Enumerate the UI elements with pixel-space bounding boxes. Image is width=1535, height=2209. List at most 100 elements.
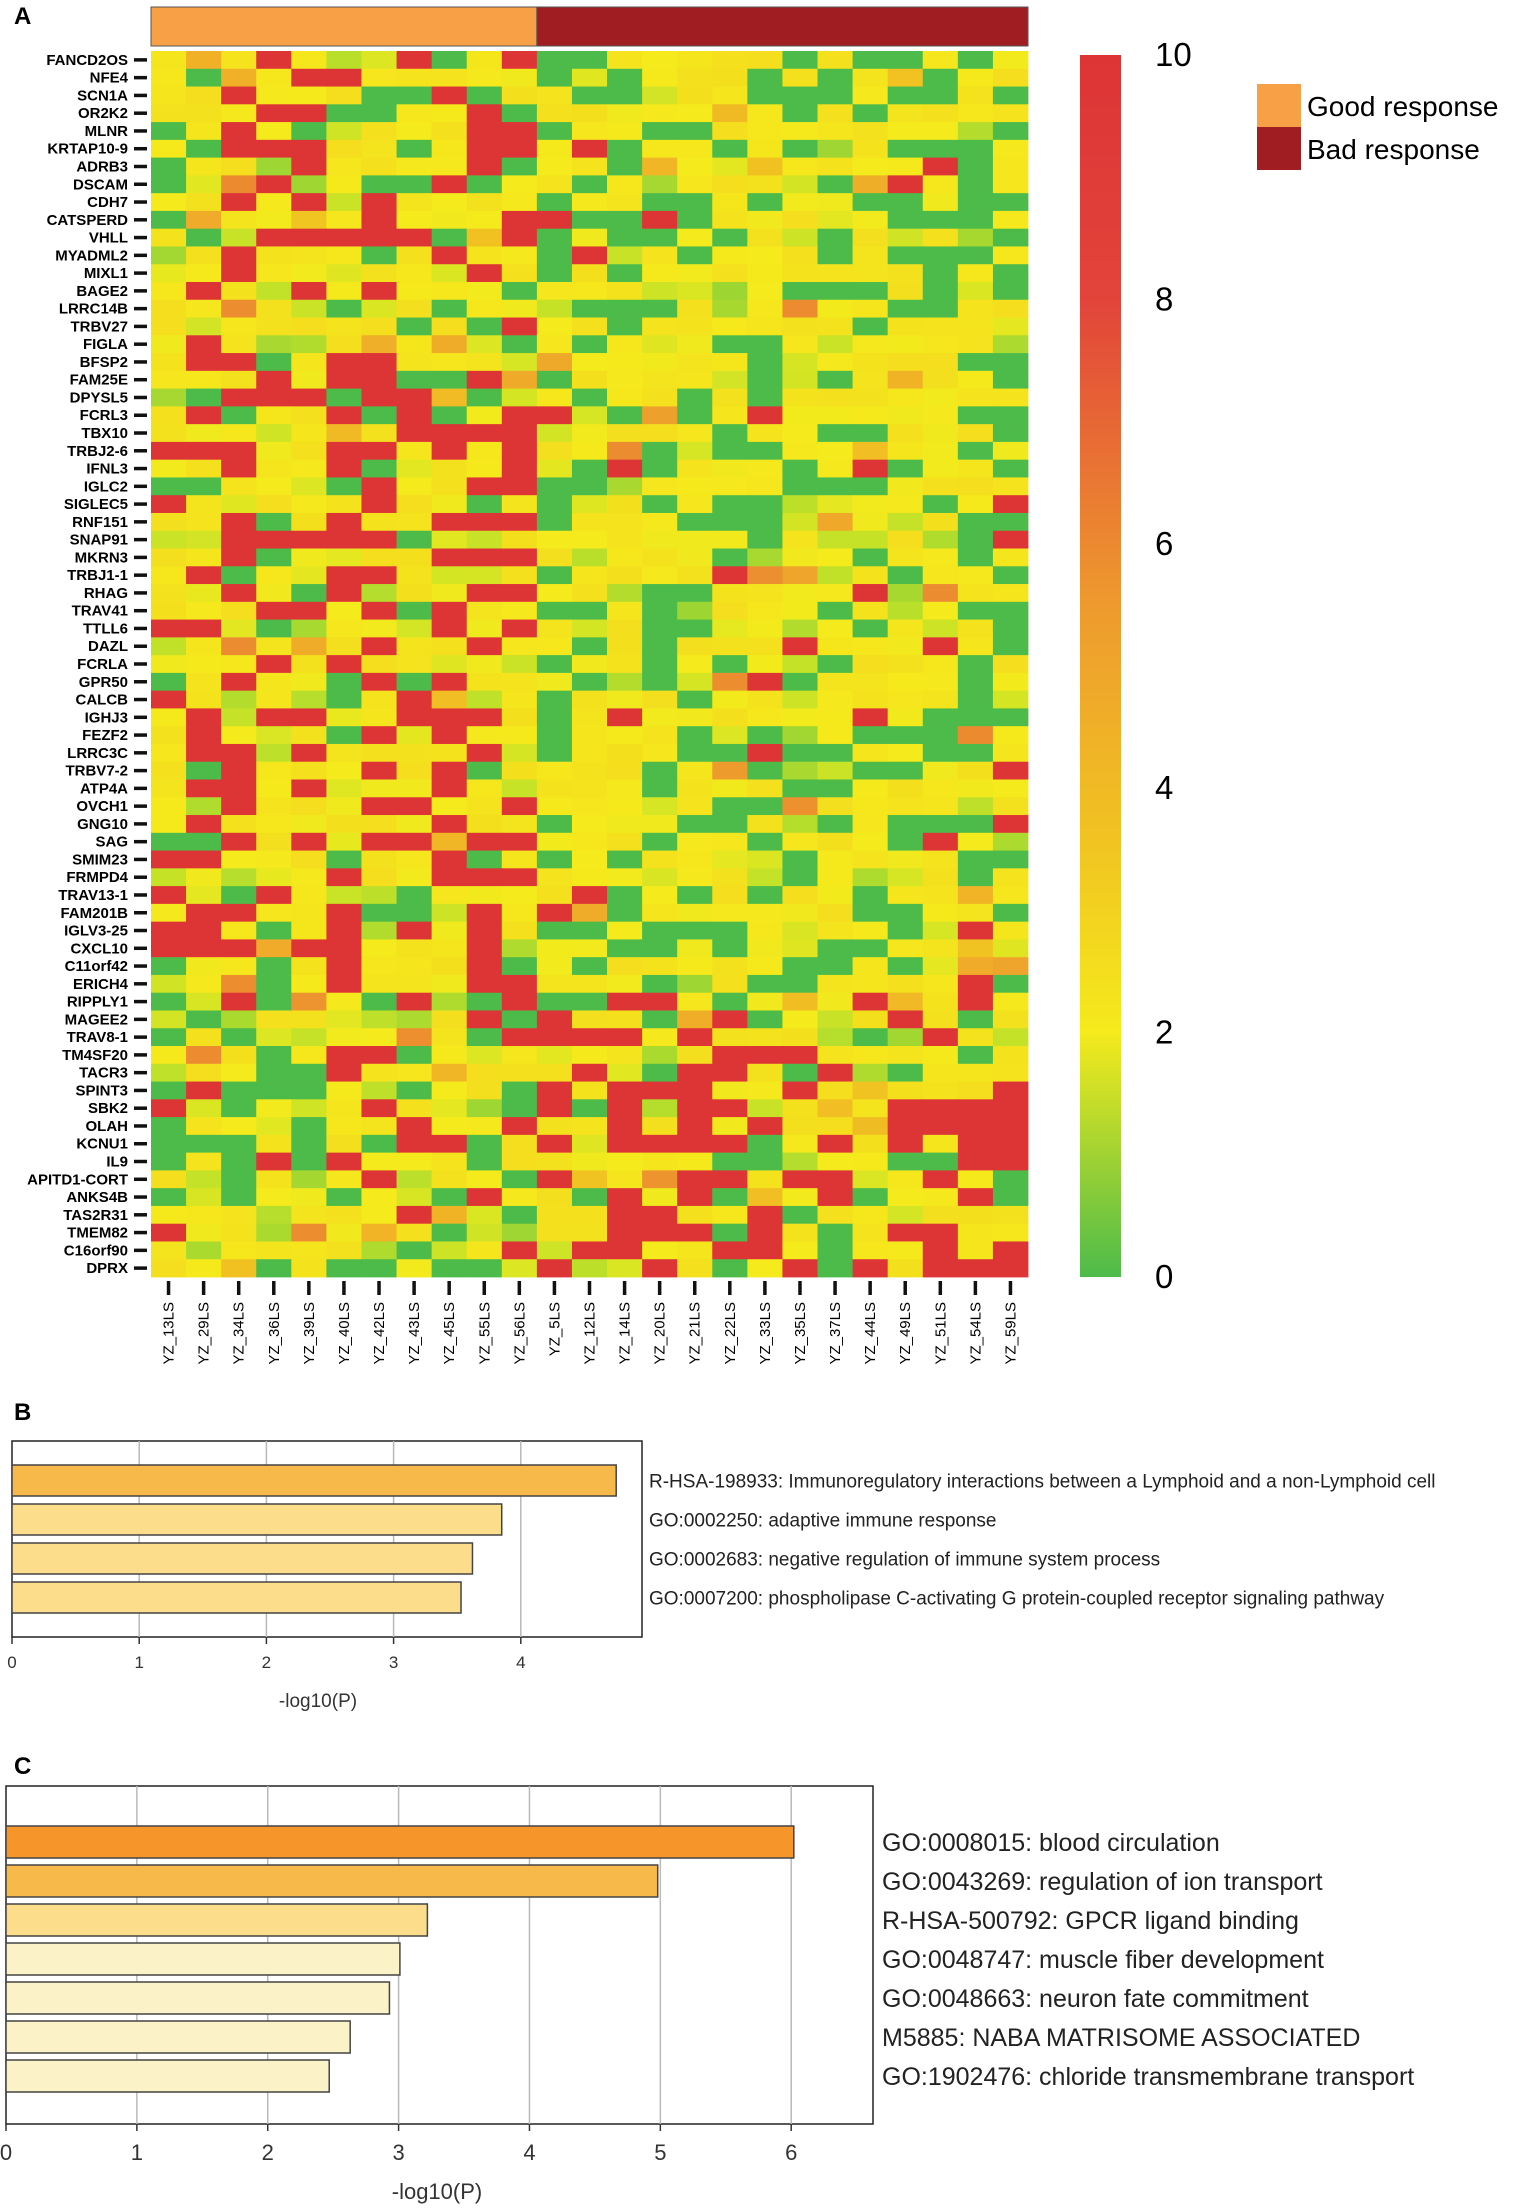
x-tick-label: 3 — [389, 1653, 398, 1672]
row-label: TRBV27 — [70, 318, 128, 335]
heatmap-cell — [291, 512, 327, 532]
heatmap-cell — [957, 637, 994, 656]
heatmap-cell — [326, 1188, 362, 1207]
heatmap-cell — [186, 566, 222, 585]
heatmap-cell — [431, 317, 468, 336]
heatmap-cell — [151, 850, 187, 869]
heatmap-cell — [782, 566, 818, 585]
heatmap-cell — [852, 797, 889, 816]
heatmap-cell — [571, 548, 608, 567]
heatmap-cell — [431, 210, 468, 230]
heatmap-cell — [887, 406, 924, 425]
heatmap-cell — [887, 370, 924, 389]
heatmap-cell — [852, 424, 889, 443]
heatmap-cell — [607, 619, 643, 638]
heatmap-cell — [186, 1170, 222, 1189]
heatmap-cell — [501, 299, 538, 318]
heatmap-cell — [922, 832, 959, 851]
heatmap-cell — [747, 228, 783, 247]
heatmap-cell — [677, 406, 713, 425]
heatmap-cell — [536, 157, 573, 176]
heatmap-cell — [571, 139, 608, 159]
heatmap-cell — [817, 655, 853, 674]
heatmap-cell — [291, 281, 327, 301]
heatmap-cell — [396, 157, 433, 176]
heatmap-cell — [817, 974, 853, 994]
heatmap-cell — [361, 815, 397, 834]
heatmap-cell — [817, 299, 853, 318]
heatmap-cell — [782, 1241, 818, 1260]
heatmap-cell — [887, 939, 924, 958]
row-label: SBK2 — [88, 1100, 128, 1117]
heatmap-cell — [607, 957, 643, 976]
heatmap-cell — [256, 139, 292, 159]
heatmap-cell — [677, 139, 713, 159]
heatmap-cell — [326, 1241, 362, 1260]
heatmap-cell — [852, 601, 889, 620]
heatmap-cell — [747, 903, 783, 923]
heatmap-cell — [922, 68, 959, 87]
row-label: FAM25E — [70, 372, 128, 389]
heatmap-cell — [782, 939, 818, 958]
heatmap-cell — [712, 530, 748, 549]
heatmap-cell — [957, 104, 994, 123]
heatmap-cell — [817, 388, 853, 407]
heatmap-cell — [361, 264, 397, 283]
heatmap-cell — [186, 299, 222, 318]
heatmap-cell — [256, 921, 292, 940]
heatmap-cell — [887, 672, 924, 692]
heatmap-cell — [712, 1099, 748, 1118]
heatmap-cell — [677, 637, 713, 656]
heatmap-cell — [957, 335, 994, 354]
heatmap-cell — [466, 1063, 503, 1082]
heatmap-cell — [992, 761, 1029, 780]
heatmap-cell — [361, 1205, 397, 1225]
heatmap-cell — [992, 903, 1029, 923]
heatmap-cell — [396, 228, 433, 247]
heatmap-cell — [326, 424, 362, 443]
heatmap-cell — [151, 619, 187, 638]
heatmap-cell — [887, 512, 924, 532]
heatmap-cell — [607, 281, 643, 301]
heatmap-cell — [887, 601, 924, 620]
heatmap-cell — [291, 1205, 327, 1225]
heatmap-cell — [256, 761, 292, 780]
heatmap-cell — [221, 441, 257, 461]
group-annotation-bar — [150, 6, 1029, 47]
heatmap-cell — [922, 672, 959, 692]
heatmap-cell — [256, 104, 292, 123]
heatmap-cell — [326, 637, 362, 656]
heatmap-cell — [712, 281, 748, 301]
heatmap-cell — [852, 957, 889, 976]
heatmap-cell — [571, 104, 608, 123]
heatmap-cell — [186, 424, 222, 443]
heatmap-cell — [151, 548, 187, 567]
heatmap-cell — [221, 1152, 257, 1171]
heatmap-cell — [747, 957, 783, 976]
x-tick-label: 0 — [7, 1653, 16, 1672]
heatmap-cell — [922, 566, 959, 585]
heatmap-cell — [291, 1223, 327, 1242]
heatmap-cell — [642, 264, 678, 283]
heatmap-cell — [361, 1223, 397, 1242]
heatmap-cell — [922, 175, 959, 194]
heatmap-cell — [326, 406, 362, 425]
heatmap-cell — [747, 584, 783, 603]
heatmap-cell — [852, 1188, 889, 1207]
heatmap-cell — [922, 210, 959, 230]
heatmap-cell — [957, 1170, 994, 1189]
heatmap-cell — [326, 708, 362, 727]
heatmap-cell — [642, 548, 678, 567]
heatmap-cell — [677, 921, 713, 940]
heatmap-cell — [817, 246, 853, 265]
heatmap-cell — [221, 690, 257, 709]
heatmap-cell — [852, 1099, 889, 1118]
heatmap-cell — [571, 1152, 608, 1171]
heatmap-cell — [291, 1152, 327, 1171]
heatmap-cell — [922, 886, 959, 905]
heatmap-cell — [256, 51, 292, 70]
heatmap-cell — [957, 441, 994, 461]
heatmap-cell — [501, 832, 538, 851]
x-tick-label: 0 — [0, 2140, 12, 2165]
heatmap-cell — [466, 1152, 503, 1171]
